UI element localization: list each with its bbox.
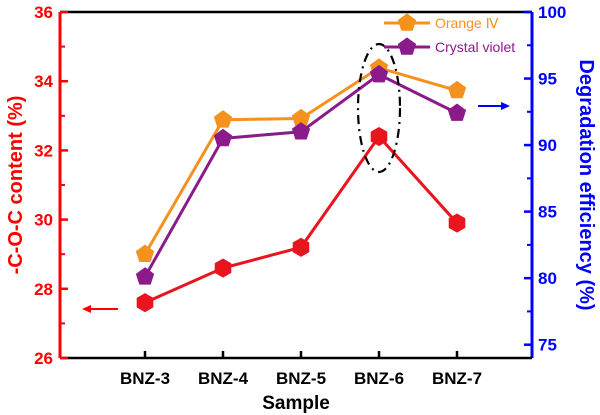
right-axis-arrow-icon xyxy=(501,102,510,110)
c-o-c-content-point xyxy=(370,126,388,147)
left-tick-label: 28 xyxy=(34,280,53,299)
orange-iv-point xyxy=(447,80,467,99)
highlight-ellipse xyxy=(356,42,402,174)
crystal-violet-point xyxy=(213,128,233,147)
x-tick-label: BNZ-6 xyxy=(354,369,404,388)
legend-marker xyxy=(397,37,417,55)
crystal-violet-point xyxy=(135,267,155,285)
c-o-c-content-point xyxy=(292,237,310,257)
crystal-violet-point xyxy=(447,103,467,121)
right-tick-label: 100 xyxy=(538,3,566,22)
left-tick-label: 34 xyxy=(34,72,53,91)
legend-marker xyxy=(397,13,417,31)
legend: Orange Ⅳ Crystal violet xyxy=(384,13,515,55)
c-o-c-content-point xyxy=(214,258,232,278)
left-tick-label: 32 xyxy=(34,141,53,160)
orange-iv-point xyxy=(213,110,233,128)
orange-iv-line xyxy=(143,66,458,255)
right-tick-label: 85 xyxy=(538,203,557,222)
left-tick-label: 36 xyxy=(34,3,53,22)
left-tick-label: 30 xyxy=(34,211,53,230)
x-tick-label: BNZ-3 xyxy=(120,369,170,388)
right-tick-label: 90 xyxy=(538,136,557,155)
crystal-violet-point xyxy=(369,64,389,83)
right-axis-title: Degradation efficiency (%) xyxy=(575,59,597,310)
left-axis-title: -C-O-C content (%) xyxy=(5,96,27,275)
right-tick-label: 95 xyxy=(538,70,557,89)
c-o-c-content-point xyxy=(448,213,466,233)
legend-label: Orange Ⅳ xyxy=(435,15,499,31)
legend-label: Crystal violet xyxy=(435,39,515,55)
crystal-violet-point xyxy=(291,122,311,140)
x-axis-title: Sample xyxy=(262,393,330,414)
left-tick-label: 26 xyxy=(34,349,53,368)
x-tick-label: BNZ-7 xyxy=(432,369,482,388)
c-o-c-content-line xyxy=(144,134,459,305)
right-tick-label: 75 xyxy=(538,336,557,355)
x-tick-label: BNZ-4 xyxy=(198,369,249,388)
orange-iv-point xyxy=(135,244,155,262)
right-tick-label: 80 xyxy=(538,269,557,288)
left-axis-arrow-icon xyxy=(82,305,91,313)
c-o-c-content-point xyxy=(136,293,154,313)
x-tick-label: BNZ-5 xyxy=(276,369,326,388)
